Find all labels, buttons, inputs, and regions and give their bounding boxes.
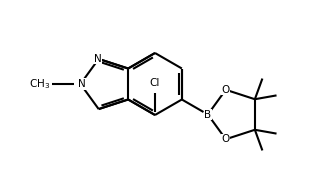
Text: Cl: Cl (150, 78, 160, 88)
Text: N: N (94, 54, 101, 64)
Text: O: O (222, 85, 230, 95)
Text: O: O (222, 134, 230, 144)
Text: B: B (204, 109, 212, 120)
Text: N: N (78, 79, 85, 89)
Text: CH$_3$: CH$_3$ (29, 77, 51, 91)
